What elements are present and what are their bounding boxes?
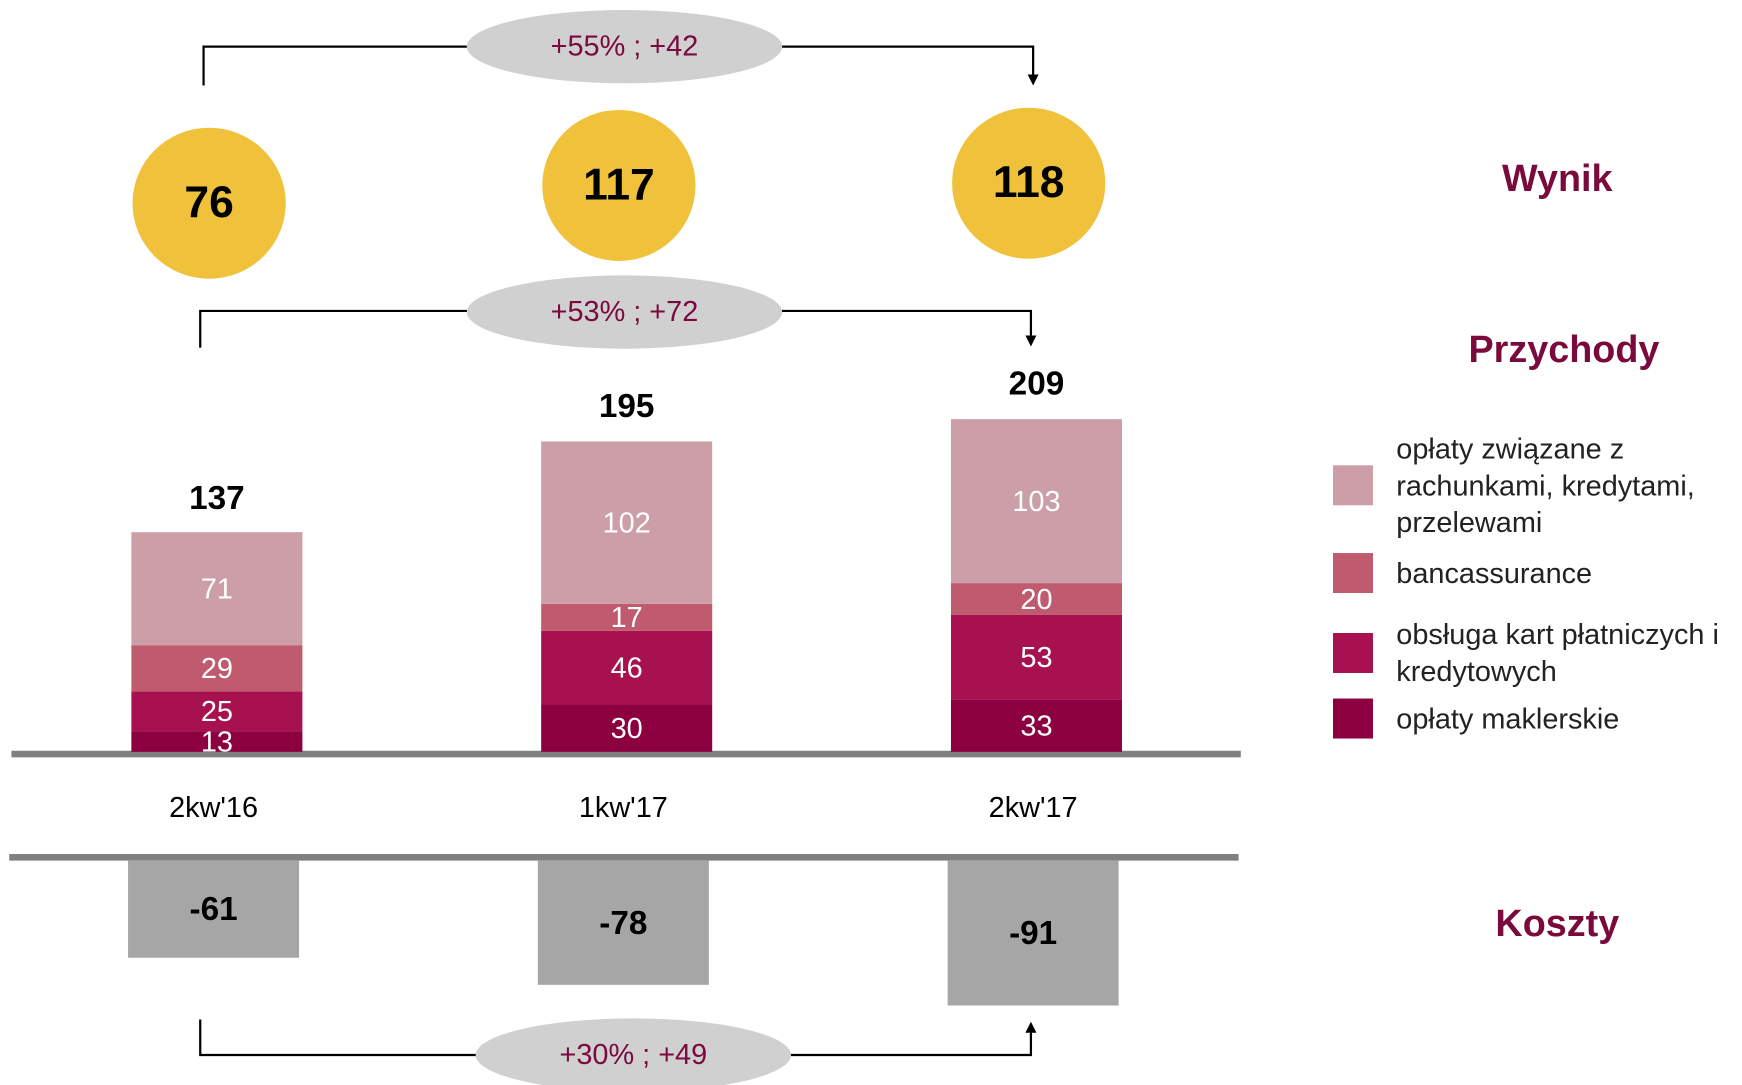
bar-segment [541, 630, 713, 705]
bar-segment [131, 532, 303, 646]
bar-segment [131, 645, 303, 692]
legend-swatch [1332, 698, 1373, 739]
legend-swatch [1332, 553, 1373, 594]
value-label: 102 [603, 507, 651, 539]
legend-box: bancassurance [1396, 506, 1741, 639]
section-label: Przychody [1469, 328, 1660, 370]
legend-swatch [1332, 633, 1373, 673]
total-label: 195 [599, 388, 655, 425]
legend-item: opłaty maklerskie [1396, 652, 1741, 785]
x-tick-label: 2kw'16 [169, 792, 258, 824]
bar-segment [131, 691, 303, 732]
total-label: 137 [189, 480, 245, 517]
cost-bar [537, 860, 709, 985]
legend-label: bancassurance [1396, 555, 1593, 590]
bar-segment [131, 731, 303, 752]
cost-label: -91 [1009, 915, 1057, 952]
annotation: +55% ; +42 [551, 30, 699, 62]
legend-box: opłaty związane z rachunkami, kredytami,… [1396, 419, 1741, 552]
cost-bar [128, 860, 300, 958]
bar-segment [950, 614, 1122, 700]
result-circle [542, 109, 696, 261]
result-circle [132, 127, 286, 279]
result-label: 117 [583, 160, 655, 209]
x-tick-label: 1kw'17 [579, 792, 668, 824]
result-label: 76 [184, 178, 233, 227]
result-circle [952, 107, 1106, 259]
cost-label: -78 [599, 905, 647, 942]
annotation: +53% ; +72 [551, 296, 699, 328]
legend-item: opłaty związane z rachunkami, kredytami,… [1396, 419, 1741, 552]
bar-segment [950, 699, 1122, 752]
value-label: 53 [1020, 642, 1052, 674]
cost-label: -61 [189, 891, 237, 928]
legend-box: opłaty maklerskie [1396, 652, 1741, 785]
value-label: 71 [201, 574, 233, 606]
bar-segment [541, 603, 713, 631]
value-label: 46 [611, 652, 643, 684]
value-label: 33 [1020, 710, 1052, 742]
value-label: 13 [201, 726, 233, 758]
bar-segment [950, 419, 1122, 584]
total-label: 209 [1009, 366, 1065, 403]
legend-item: obsługa kart płatniczych i kredytowych [1396, 586, 1741, 719]
value-label: 30 [611, 713, 643, 745]
legend-label: opłaty związane z rachunkami, kredytami,… [1396, 431, 1695, 539]
legend-label: obsługa kart płatniczych i kredytowych [1396, 617, 1719, 688]
value-label: 17 [611, 602, 643, 634]
legend-label: opłaty maklerskie [1396, 701, 1620, 735]
value-label: 29 [201, 653, 233, 685]
annotation-bubble [466, 275, 783, 349]
annotation: +30% ; +49 [560, 1039, 708, 1071]
cost-bar [947, 860, 1119, 1006]
bar-segment [950, 583, 1122, 615]
value-label: 103 [1012, 486, 1060, 518]
bar-segment [541, 441, 713, 604]
value-label: 25 [201, 696, 233, 728]
legend-item: bancassurance [1396, 506, 1741, 639]
x-tick-label: 2kw'17 [989, 792, 1078, 824]
legend-swatch [1332, 465, 1373, 506]
section-label: Koszty [1495, 902, 1619, 944]
result-label: 118 [993, 158, 1065, 207]
value-label: 20 [1020, 584, 1052, 616]
legend-box: obsługa kart płatniczych i kredytowych [1396, 586, 1741, 719]
annotation-bubble [466, 9, 783, 84]
section-label: Wynik [1502, 157, 1613, 199]
annotation-bubble [475, 1018, 791, 1085]
bar-segment [541, 704, 713, 752]
